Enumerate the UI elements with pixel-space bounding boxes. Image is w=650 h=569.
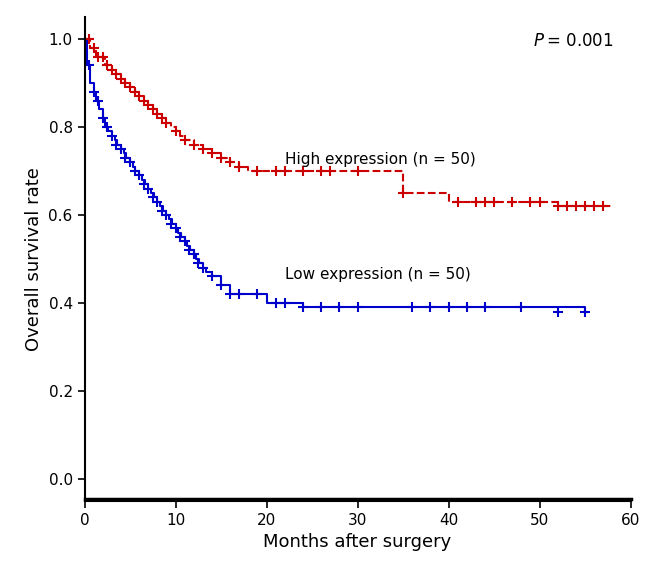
X-axis label: Months after surgery: Months after surgery xyxy=(263,533,452,551)
Y-axis label: Overall survival rate: Overall survival rate xyxy=(25,167,43,351)
Text: $\mathbf{\mathit{P}}$ = 0.001: $\mathbf{\mathit{P}}$ = 0.001 xyxy=(534,32,614,50)
Text: High expression (n = 50): High expression (n = 50) xyxy=(285,152,475,167)
Text: Low expression (n = 50): Low expression (n = 50) xyxy=(285,267,471,282)
